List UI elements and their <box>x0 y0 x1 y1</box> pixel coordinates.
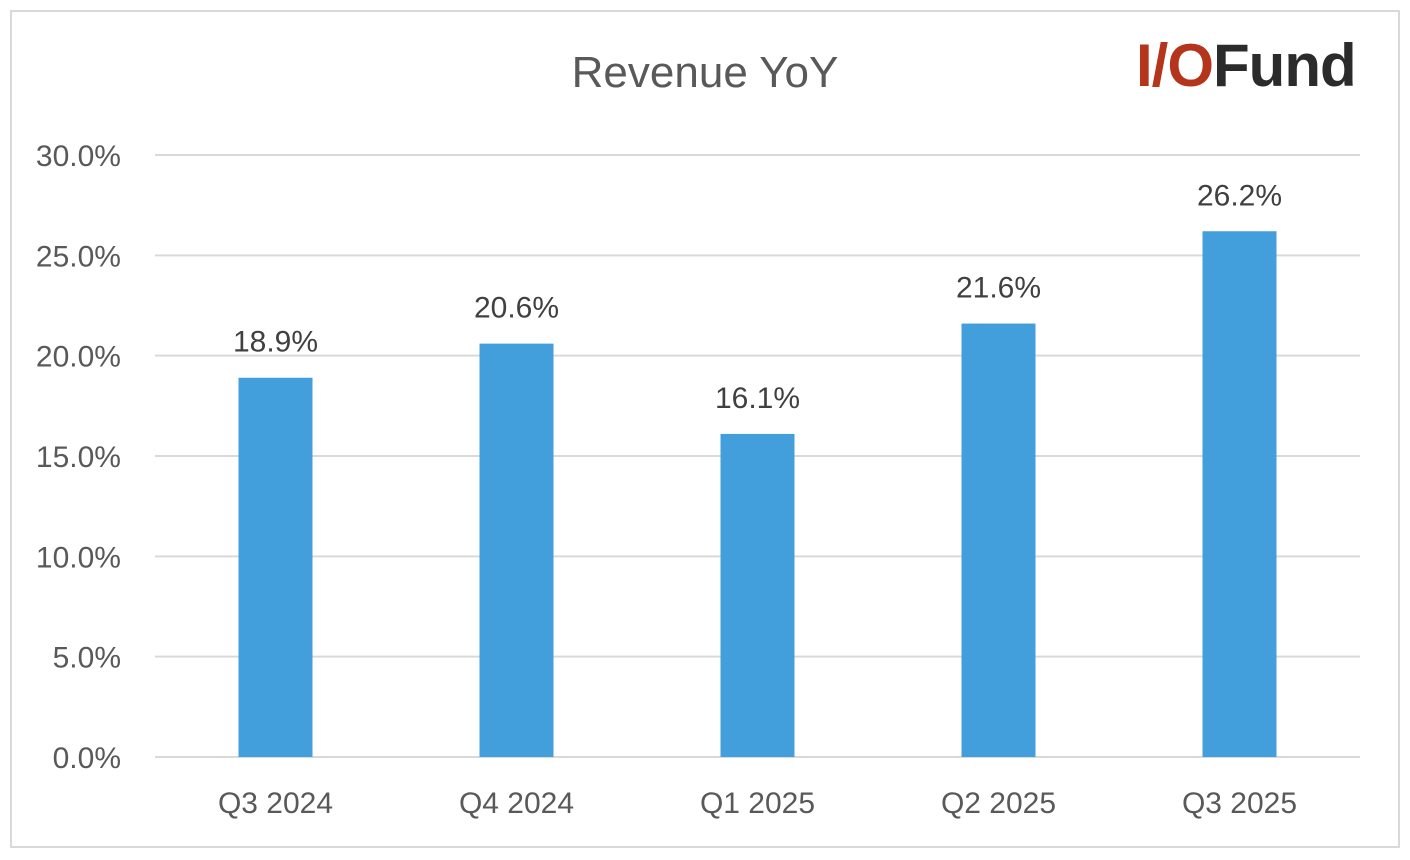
logo-io-text: I/O <box>1136 32 1214 99</box>
data-label: 16.1% <box>715 382 800 415</box>
x-tick-label: Q3 2025 <box>1182 787 1297 820</box>
y-tick-label: 15.0% <box>36 441 121 474</box>
logo-fund-text: Fund <box>1213 32 1357 99</box>
y-tick-label: 0.0% <box>53 742 121 775</box>
x-tick-label: Q4 2024 <box>459 787 574 820</box>
data-label: 18.9% <box>233 326 318 359</box>
chart-title: Revenue YoY <box>571 48 839 97</box>
y-tick-label: 30.0% <box>36 140 121 173</box>
data-label: 26.2% <box>1197 179 1282 212</box>
data-label: 20.6% <box>474 292 559 325</box>
x-tick-label: Q2 2025 <box>941 787 1056 820</box>
bar <box>1202 231 1277 758</box>
bar <box>238 377 313 757</box>
x-tick-label: Q3 2024 <box>218 787 333 820</box>
y-tick-label: 20.0% <box>36 341 121 374</box>
y-tick-label: 10.0% <box>36 541 121 574</box>
x-tick-label: Q1 2025 <box>700 787 815 820</box>
y-tick-label: 5.0% <box>53 642 121 675</box>
y-tick-label: 25.0% <box>36 240 121 273</box>
io-fund-logo: I/OFund <box>1136 36 1357 96</box>
bar <box>479 343 554 757</box>
data-label: 21.6% <box>956 272 1041 305</box>
bar <box>961 323 1036 757</box>
bar <box>720 433 795 757</box>
